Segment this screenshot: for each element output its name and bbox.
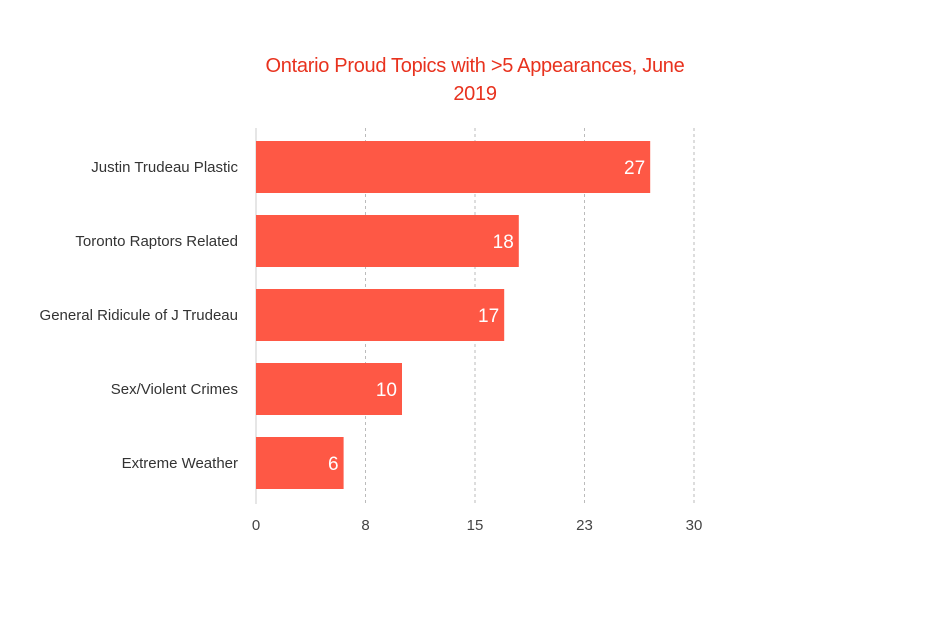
chart-title-line-2: 2019 [453, 83, 497, 105]
category-label: Toronto Raptors Related [75, 233, 238, 250]
x-tick-label: 23 [576, 517, 593, 534]
x-tick-label: 8 [361, 517, 369, 534]
category-label: Sex/Violent Crimes [111, 381, 238, 398]
x-tick-label: 15 [467, 517, 484, 534]
x-tick-labels: 0 8 15 23 30 [252, 517, 703, 534]
chart-title-line-1: Ontario Proud Topics with >5 Appearances… [265, 55, 685, 77]
bar-value-label: 18 [493, 232, 514, 253]
bar-value-label: 27 [624, 158, 645, 179]
bar [256, 437, 344, 489]
category-labels: Justin Trudeau Plastic Toronto Raptors Re… [40, 159, 239, 472]
category-label: Justin Trudeau Plastic [91, 159, 238, 176]
bar [256, 215, 519, 267]
bar [256, 141, 651, 193]
category-label: General Ridicule of J Trudeau [40, 307, 238, 324]
chart-title: Ontario Proud Topics with >5 Appearances… [200, 52, 750, 108]
bar-value-label: 6 [328, 454, 339, 475]
bars: 27 18 17 10 6 [256, 141, 651, 489]
category-label: Extreme Weather [122, 455, 238, 472]
x-tick-label: 0 [252, 517, 260, 534]
x-tick-label: 30 [686, 517, 703, 534]
bar [256, 363, 402, 415]
bar-value-label: 17 [478, 306, 499, 327]
bar-value-label: 10 [376, 380, 397, 401]
bar [256, 289, 505, 341]
